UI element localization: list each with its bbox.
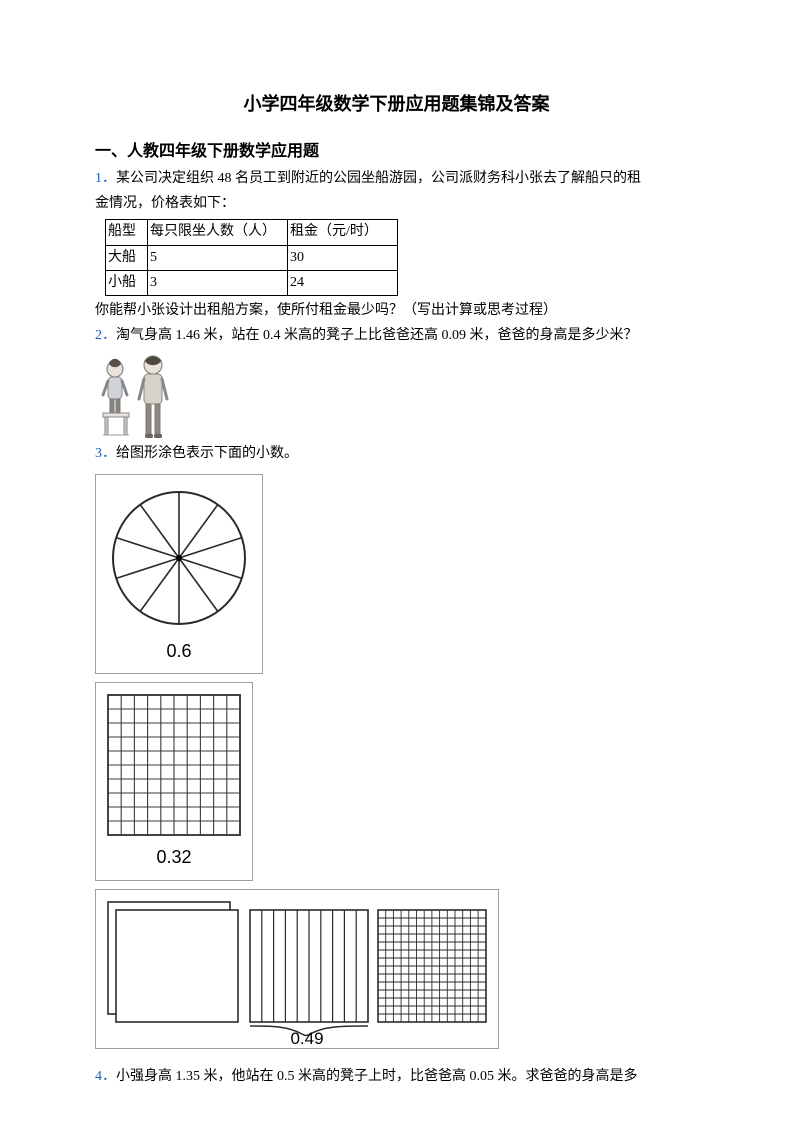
circle-figure: 0.6 xyxy=(95,474,263,675)
q3-line: 3．给图形涂色表示下面的小数。 xyxy=(95,443,698,465)
q1-line1: 1．某公司决定组织 48 名员工到附近的公园坐船游园，公司派财务科小张去了解船只… xyxy=(95,168,698,190)
table-header: 每只限坐人数（人） xyxy=(148,220,288,245)
table-row: 大船 5 30 xyxy=(106,245,398,270)
table-cell: 24 xyxy=(288,270,398,295)
q1-after: 你能帮小张设计出租船方案，使所付租金最少吗？（写出计算或思考过程） xyxy=(95,300,698,322)
table-header: 租金（元/时） xyxy=(288,220,398,245)
grid-figure: 0.32 xyxy=(95,682,253,881)
section-heading: 一、人教四年级下册数学应用题 xyxy=(95,139,698,165)
q1-text1: 某公司决定组织 48 名员工到附近的公园坐船游园，公司派财务科小张去了解船只的租 xyxy=(116,171,641,186)
three-panel-label-svg: 0.49 xyxy=(290,1029,323,1046)
q3-text: 给图形涂色表示下面的小数。 xyxy=(116,446,298,461)
q2-text: 淘气身高 1.46 米，站在 0.4 米高的凳子上比爸爸还高 0.09 米，爸爸… xyxy=(116,328,638,343)
page-title: 小学四年级数学下册应用题集锦及答案 xyxy=(95,90,698,119)
three-panel-icon: 0.49 xyxy=(102,896,492,1046)
q4-text: 小强身高 1.35 米，他站在 0.5 米高的凳子上时，比爸爸高 0.05 米。… xyxy=(116,1069,638,1084)
table-header: 船型 xyxy=(106,220,148,245)
q1-number: 1． xyxy=(95,171,116,186)
pie-icon xyxy=(104,483,254,633)
price-table: 船型 每只限坐人数（人） 租金（元/时） 大船 5 30 小船 3 24 xyxy=(105,219,398,296)
grid-icon xyxy=(104,691,244,839)
grid-label: 0.32 xyxy=(104,843,244,872)
table-row: 船型 每只限坐人数（人） 租金（元/时） xyxy=(106,220,398,245)
kids-illustration xyxy=(95,351,698,441)
circle-label: 0.6 xyxy=(104,637,254,666)
q1-line2: 金情况，价格表如下： xyxy=(95,193,698,215)
table-cell: 3 xyxy=(148,270,288,295)
q4-line: 4．小强身高 1.35 米，他站在 0.5 米高的凳子上时，比爸爸高 0.05 … xyxy=(95,1066,698,1088)
table-cell: 大船 xyxy=(106,245,148,270)
table-row: 小船 3 24 xyxy=(106,270,398,295)
three-panel-figure: 0.49 xyxy=(95,889,499,1049)
table-cell: 30 xyxy=(288,245,398,270)
table-cell: 小船 xyxy=(106,270,148,295)
q4-number: 4． xyxy=(95,1069,116,1084)
q2-number: 2． xyxy=(95,328,116,343)
table-cell: 5 xyxy=(148,245,288,270)
q3-number: 3． xyxy=(95,446,116,461)
q2-line: 2．淘气身高 1.46 米，站在 0.4 米高的凳子上比爸爸还高 0.09 米，… xyxy=(95,325,698,347)
